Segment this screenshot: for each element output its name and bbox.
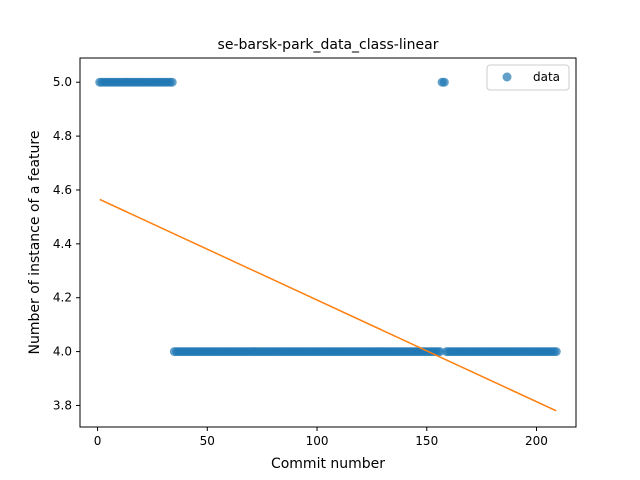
data-point [435,347,445,357]
y-axis-ticks: 3.8 4.0 4.2 4.4 4.6 4.8 5.0 [53,75,80,412]
x-tick-label: 0 [94,434,102,448]
x-axis-label: Commit number [271,456,385,472]
data-point [167,77,177,87]
y-tick-label: 4.8 [53,129,72,143]
trend-line-layer [99,198,557,412]
trend-line [99,198,557,412]
y-tick-label: 5.0 [53,75,72,89]
y-tick-label: 4.2 [53,291,72,305]
x-axis-ticks: 0 50 100 150 200 [94,427,548,448]
data-point [439,77,449,87]
legend-box [486,64,570,91]
x-tick-label: 200 [525,434,548,448]
x-tick-label: 50 [200,434,215,448]
y-axis-label: Number of instance of a feature [27,131,43,355]
y-tick-label: 4.4 [53,237,72,251]
y-tick-label: 3.8 [53,398,72,412]
chart-title: se-barsk-park_data_class-linear [218,37,439,53]
legend-label-data: data [533,70,560,84]
plot-frame [79,57,577,428]
x-tick-label: 150 [415,434,438,448]
legend-marker-data [502,72,512,82]
legend: data [486,64,570,91]
y-tick-label: 4.0 [53,345,72,359]
data-point [551,347,561,357]
y-tick-label: 4.6 [53,183,72,197]
x-tick-label: 100 [306,434,329,448]
